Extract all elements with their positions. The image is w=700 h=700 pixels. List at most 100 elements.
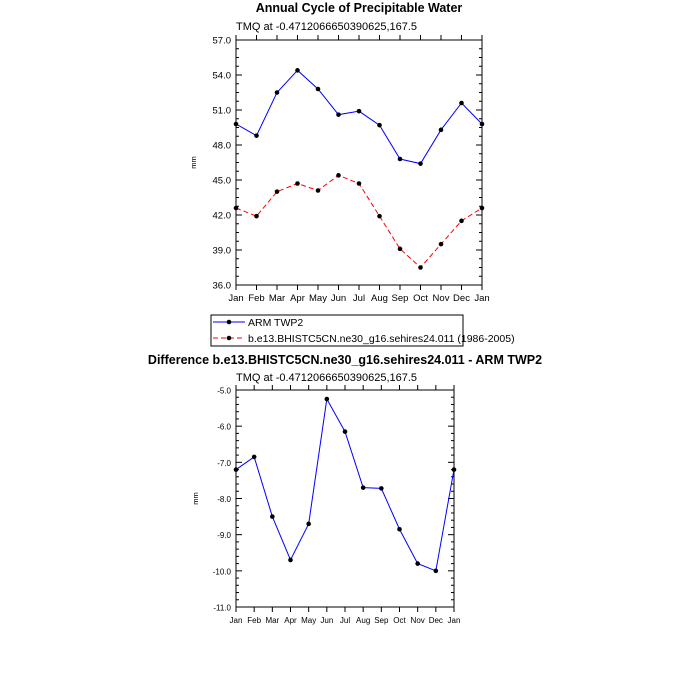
data-point bbox=[459, 100, 464, 106]
x-tick-label: Apr bbox=[284, 616, 297, 625]
data-point bbox=[377, 122, 382, 128]
data-point bbox=[397, 246, 403, 252]
y-tick-label: 39.0 bbox=[213, 246, 232, 257]
x-tick-label: Oct bbox=[413, 293, 428, 304]
legend-marker bbox=[226, 319, 232, 325]
data-point bbox=[274, 90, 280, 95]
series-line bbox=[235, 397, 455, 572]
data-point bbox=[288, 557, 293, 563]
data-point bbox=[295, 181, 300, 186]
data-point bbox=[315, 86, 321, 92]
data-point bbox=[336, 173, 341, 178]
y-tick-label: -10.0 bbox=[213, 567, 232, 576]
x-tick-label: Aug bbox=[371, 293, 388, 304]
data-point bbox=[324, 396, 330, 402]
x-tick-label: May bbox=[301, 616, 316, 625]
legend-label: b.e13.BHISTC5CN.ne30_g16.sehires24.011 (… bbox=[248, 333, 515, 345]
data-point bbox=[295, 68, 300, 73]
y-tick-label: 36.0 bbox=[213, 281, 232, 292]
x-tick-label: Jul bbox=[353, 293, 365, 304]
legend-box bbox=[210, 314, 464, 347]
data-point bbox=[233, 467, 239, 472]
data-point bbox=[451, 467, 457, 472]
x-tick-label: Nov bbox=[433, 293, 450, 304]
data-point bbox=[254, 213, 259, 219]
data-point bbox=[251, 454, 257, 460]
difference-chart: Difference b.e13.BHISTC5CN.ne30_g16.sehi… bbox=[148, 353, 542, 625]
y-tick-label: 48.0 bbox=[213, 141, 232, 152]
legend-label: ARM TWP2 bbox=[248, 317, 303, 329]
x-tick-label: Dec bbox=[429, 616, 443, 625]
data-point bbox=[233, 121, 239, 127]
x-tick-label: Jan bbox=[230, 616, 243, 625]
y-axis-label: mm bbox=[189, 156, 198, 169]
x-tick-label: Jun bbox=[331, 293, 346, 304]
data-point bbox=[336, 112, 341, 117]
data-point bbox=[479, 121, 485, 127]
y-tick-label: 51.0 bbox=[213, 106, 232, 117]
data-point bbox=[397, 526, 402, 532]
x-tick-label: Feb bbox=[248, 293, 264, 304]
chart-subtitle: TMQ at -0.4712066650390625,167.5 bbox=[236, 21, 417, 33]
data-point bbox=[479, 205, 485, 211]
y-tick-label: -7.0 bbox=[217, 459, 231, 468]
y-tick-label: -6.0 bbox=[217, 423, 231, 432]
data-point bbox=[254, 133, 259, 138]
x-tick-label: Dec bbox=[453, 293, 470, 304]
data-point bbox=[397, 156, 403, 162]
data-point bbox=[342, 429, 348, 434]
x-tick-label: Oct bbox=[393, 616, 406, 625]
y-axis-label: mm bbox=[191, 492, 200, 505]
legend: ARM TWP2 b.e13.BHISTC5CN.ne30_g16.sehires… bbox=[210, 314, 515, 347]
data-point bbox=[356, 108, 362, 114]
plot-frame bbox=[235, 39, 483, 286]
series-line bbox=[235, 69, 483, 165]
data-point bbox=[356, 181, 362, 186]
x-tick-label: Nov bbox=[411, 616, 425, 625]
y-tick-label: 42.0 bbox=[213, 211, 232, 222]
x-tick-label: Jan bbox=[228, 293, 243, 304]
x-tick-label: Aug bbox=[356, 616, 370, 625]
y-tick-label: 54.0 bbox=[213, 71, 232, 82]
chart-title: Difference b.e13.BHISTC5CN.ne30_g16.sehi… bbox=[148, 353, 542, 367]
data-point bbox=[377, 213, 382, 219]
data-point bbox=[270, 514, 275, 519]
data-point bbox=[274, 189, 280, 194]
y-tick-label: 57.0 bbox=[213, 36, 232, 47]
data-point bbox=[379, 486, 384, 491]
x-tick-label: Apr bbox=[290, 293, 305, 304]
x-tick-label: Jul bbox=[340, 616, 350, 625]
legend-marker bbox=[226, 335, 232, 341]
data-point bbox=[459, 218, 464, 224]
x-tick-label: Sep bbox=[374, 616, 389, 625]
data-point bbox=[233, 205, 239, 211]
y-tick-label: -8.0 bbox=[217, 495, 231, 504]
x-tick-label: Feb bbox=[247, 616, 261, 625]
x-tick-label: May bbox=[309, 293, 327, 304]
series-line bbox=[235, 174, 483, 269]
x-tick-label: Jan bbox=[474, 293, 489, 304]
chart-subtitle: TMQ at -0.4712066650390625,167.5 bbox=[236, 372, 417, 384]
plot-frame bbox=[235, 389, 455, 608]
y-tick-label: 45.0 bbox=[213, 176, 232, 187]
annual-cycle-chart: Annual Cycle of Precipitable Water TMQ at… bbox=[189, 1, 515, 347]
data-point bbox=[418, 161, 423, 166]
data-point bbox=[415, 561, 420, 566]
chart-title: Annual Cycle of Precipitable Water bbox=[256, 1, 463, 15]
x-tick-label: Jun bbox=[320, 616, 333, 625]
data-point bbox=[360, 485, 366, 490]
data-point bbox=[315, 188, 321, 193]
x-tick-label: Sep bbox=[392, 293, 409, 304]
data-point bbox=[418, 265, 423, 270]
data-point bbox=[306, 521, 311, 527]
data-point bbox=[438, 127, 444, 133]
y-tick-label: -5.0 bbox=[217, 387, 231, 396]
x-tick-label: Jan bbox=[448, 616, 461, 625]
y-tick-label: -11.0 bbox=[213, 604, 231, 613]
data-point bbox=[433, 568, 439, 574]
data-point bbox=[438, 241, 444, 247]
x-tick-label: Mar bbox=[265, 616, 279, 625]
x-tick-label: Mar bbox=[269, 293, 285, 304]
y-tick-label: -9.0 bbox=[217, 531, 231, 540]
